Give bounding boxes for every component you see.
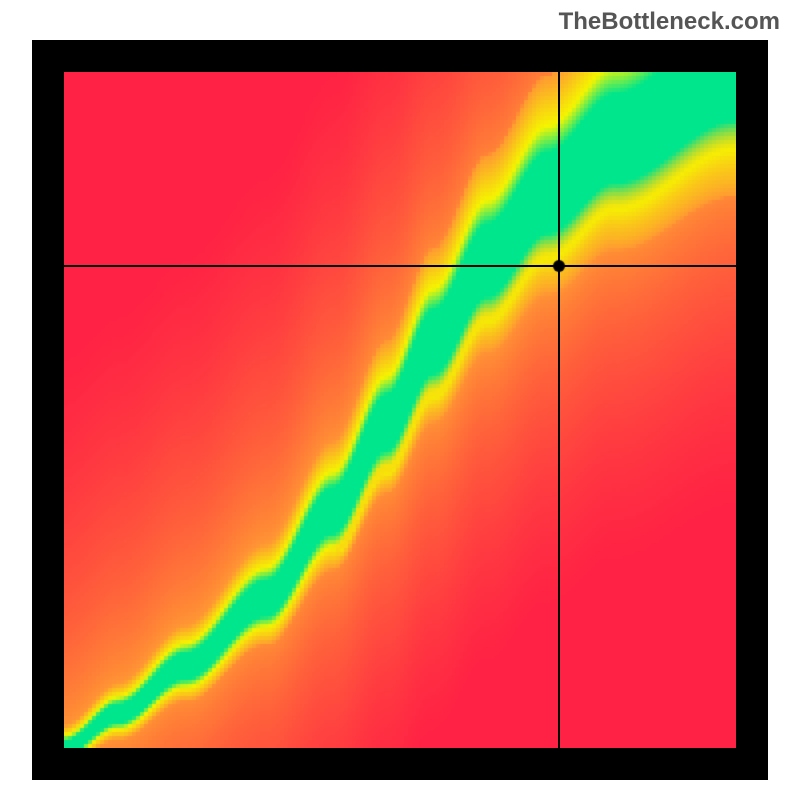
bottleneck-heatmap bbox=[64, 72, 736, 748]
attribution-label: TheBottleneck.com bbox=[559, 8, 780, 36]
chart-frame bbox=[32, 40, 768, 780]
crosshair-vertical bbox=[558, 72, 560, 748]
crosshair-dot bbox=[552, 259, 566, 273]
crosshair-horizontal bbox=[64, 265, 736, 267]
chart-container: TheBottleneck.com bbox=[0, 0, 800, 800]
